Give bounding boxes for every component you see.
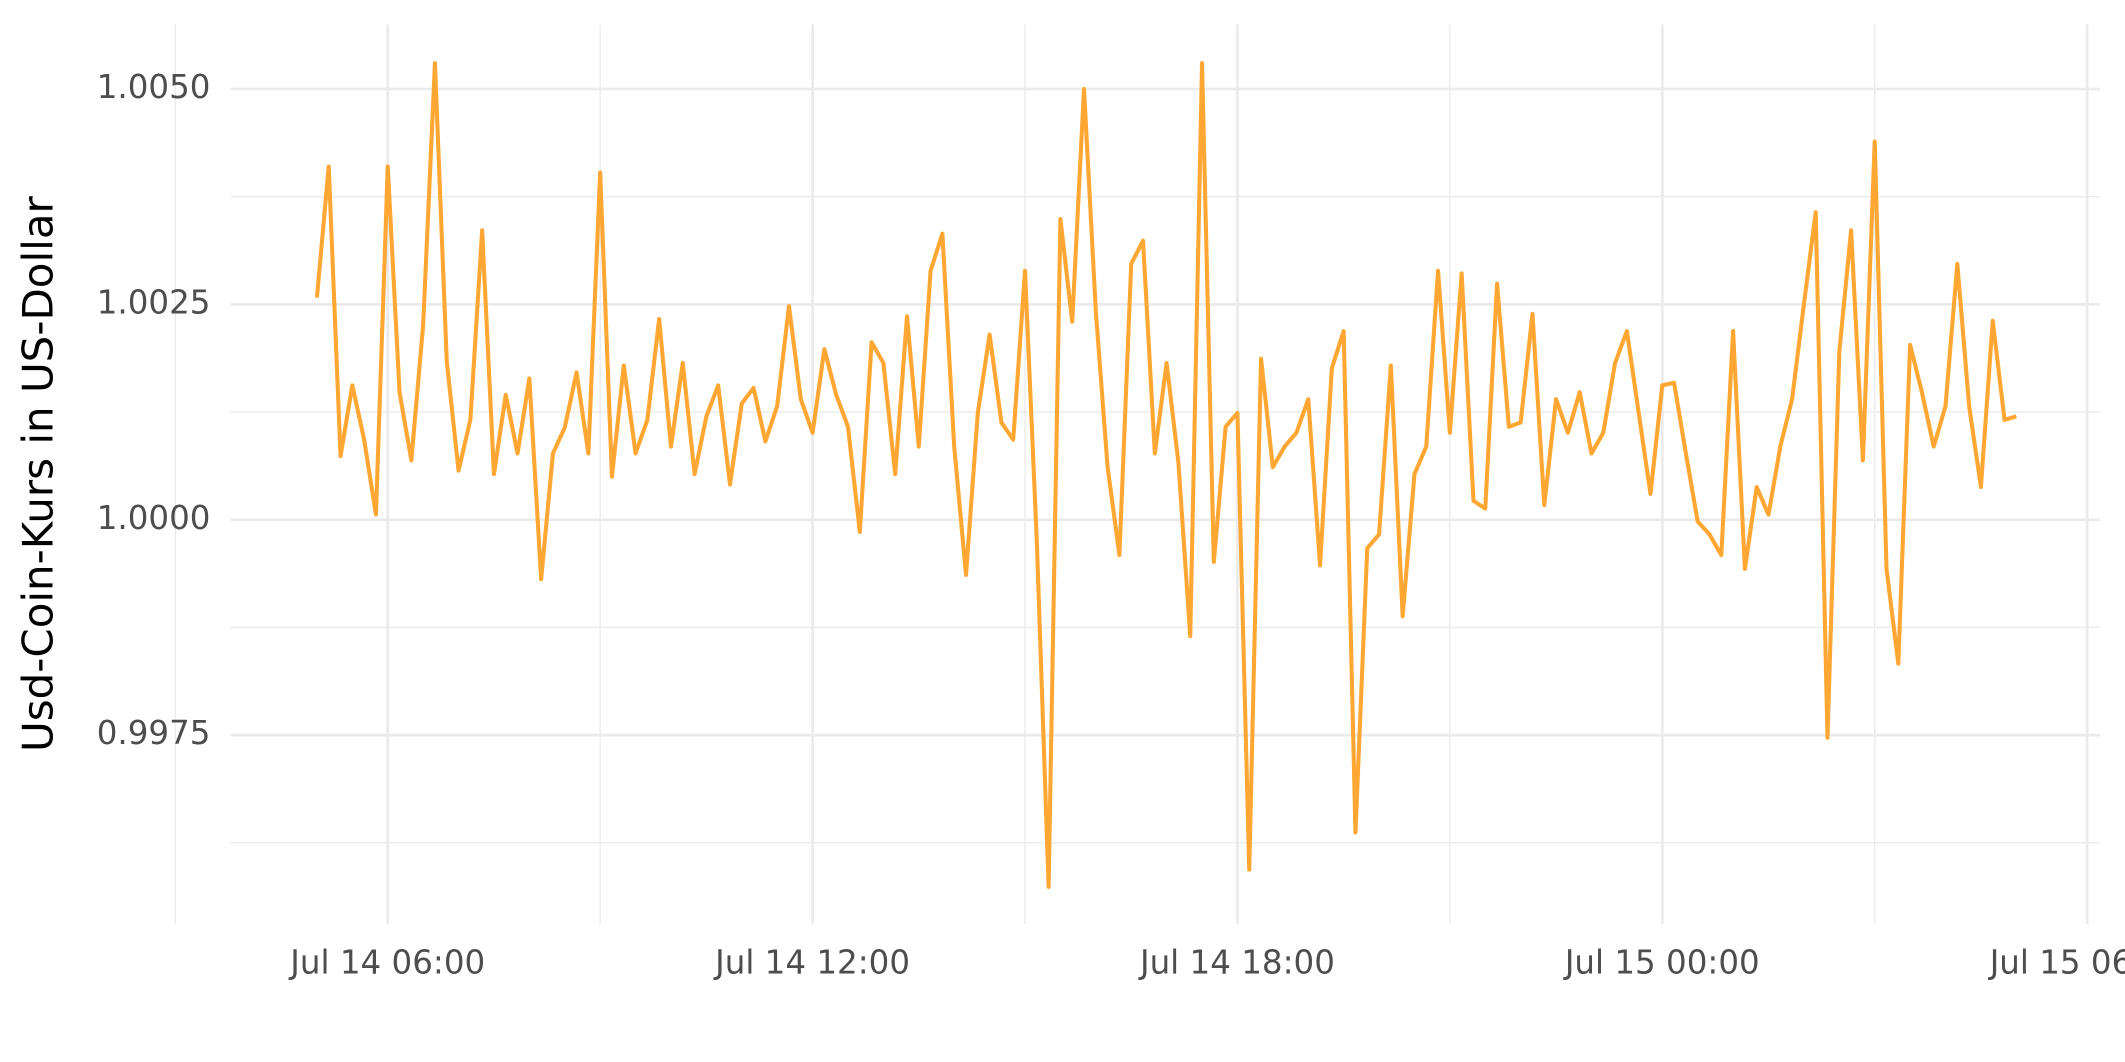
x-tick-label: Jul 14 06:00 — [288, 943, 485, 981]
y-tick-label: 1.0025 — [97, 283, 211, 321]
y-tick-label: 0.9975 — [97, 714, 211, 752]
y-tick-label: 1.0000 — [97, 499, 211, 537]
x-tick-label: Jul 15 00:00 — [1563, 943, 1760, 981]
price-line — [314, 61, 2017, 889]
x-tick-label: Jul 14 12:00 — [713, 943, 910, 981]
x-tick-label: Jul 14 18:00 — [1138, 943, 1335, 981]
y-axis-title: Usd-Coin-Kurs in US-Dollar — [14, 195, 63, 752]
x-tick-label: Jul 15 06:00 — [1988, 943, 2125, 981]
y-tick-label: 1.0050 — [97, 68, 211, 106]
